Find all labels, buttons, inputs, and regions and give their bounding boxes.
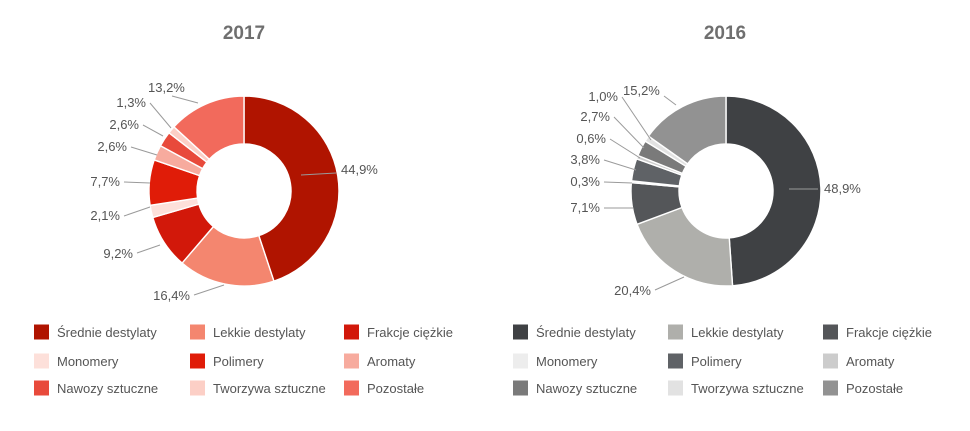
legend-item-monomery: Monomery xyxy=(513,353,598,369)
legend-item-nawozy-sztuczne: Nawozy sztuczne xyxy=(34,380,158,396)
legend-label: Lekkie destylaty xyxy=(691,325,784,340)
data-label-monomery: 0,3% xyxy=(570,174,600,189)
legend-label: Polimery xyxy=(691,354,742,369)
legend-item-polimery: Polimery xyxy=(668,353,742,369)
leader-line xyxy=(603,181,633,184)
legend-swatch xyxy=(190,380,205,396)
legend-item-aromaty: Aromaty xyxy=(823,353,895,369)
legend-swatch xyxy=(513,353,528,369)
legend-swatch xyxy=(344,380,359,396)
leader-line xyxy=(136,244,161,254)
data-label-srednie-destylaty: 44,9% xyxy=(341,162,378,177)
leader-line xyxy=(142,124,164,137)
data-label-nawozy-sztuczne: 2,7% xyxy=(580,109,610,124)
legend-label: Średnie destylaty xyxy=(57,325,157,340)
legend-item-aromaty: Aromaty xyxy=(344,353,416,369)
legend-item-nawozy-sztuczne: Nawozy sztuczne xyxy=(513,380,637,396)
legend-swatch xyxy=(190,353,205,369)
chart-title-2017: 2017 xyxy=(223,23,265,44)
legend-swatch xyxy=(190,324,205,340)
data-label-lekkie-destylaty: 20,4% xyxy=(614,283,651,298)
data-label-frakcje-ciezkie: 7,1% xyxy=(570,200,600,215)
data-label-lekkie-destylaty: 16,4% xyxy=(153,288,190,303)
legend-label: Polimery xyxy=(213,354,264,369)
legend-item-frakcje-ciezkie: Frakcje ciężkie xyxy=(823,324,932,340)
legend-swatch xyxy=(344,324,359,340)
data-label-polimery: 3,8% xyxy=(570,152,600,167)
leader-line xyxy=(300,172,337,176)
legend-swatch xyxy=(34,324,49,340)
legend-label: Pozostałe xyxy=(846,381,903,396)
chart-title-2016: 2016 xyxy=(704,23,746,44)
donut-slice-pozostale xyxy=(647,95,727,165)
donut-chart-2016: 48,9% 20,4% 7,1% 0,3% 3,8% 0,6% 2,7% 1,0% 15,2% Ś… xyxy=(513,83,932,396)
legend-label: Monomery xyxy=(57,354,119,369)
data-label-pozostale: 15,2% xyxy=(623,83,660,98)
legend-label: Tworzywa sztuczne xyxy=(213,381,326,396)
legend-swatch xyxy=(668,324,683,340)
legend-label: Nawozy sztuczne xyxy=(57,381,158,396)
data-label-polimery: 7,7% xyxy=(90,174,120,189)
legend-label: Lekkie destylaty xyxy=(213,325,306,340)
legend-swatch xyxy=(34,380,49,396)
legend-label: Frakcje ciężkie xyxy=(846,325,932,340)
legend-label: Aromaty xyxy=(367,354,416,369)
data-label-monomery: 2,1% xyxy=(90,208,120,223)
legend-label: Frakcje ciężkie xyxy=(367,325,453,340)
legend-swatch xyxy=(513,324,528,340)
leader-line xyxy=(654,276,685,291)
leader-line xyxy=(171,95,199,104)
legend-swatch xyxy=(823,324,838,340)
legend-item-tworzywa-sztuczne: Tworzywa sztuczne xyxy=(668,380,804,396)
legend-item-pozostale: Pozostałe xyxy=(344,380,424,396)
legend-label: Średnie destylaty xyxy=(536,325,636,340)
data-label-nawozy-sztuczne: 2,6% xyxy=(109,117,139,132)
legend-label: Tworzywa sztuczne xyxy=(691,381,804,396)
donut-slice-srednie-destylaty xyxy=(243,95,340,283)
legend-item-tworzywa-sztuczne: Tworzywa sztuczne xyxy=(190,380,326,396)
leader-line xyxy=(193,284,225,296)
leader-line xyxy=(613,116,645,149)
data-label-srednie-destylaty: 48,9% xyxy=(824,181,861,196)
leader-line xyxy=(149,102,172,129)
leader-line xyxy=(130,146,158,156)
legend-label: Aromaty xyxy=(846,354,895,369)
legend-swatch xyxy=(344,353,359,369)
legend-label: Nawozy sztuczne xyxy=(536,381,637,396)
legend-swatch xyxy=(668,353,683,369)
leader-line xyxy=(603,159,637,171)
legend-item-polimery: Polimery xyxy=(190,353,264,369)
donut-slice-srednie-destylaty xyxy=(725,95,822,287)
legend-swatch xyxy=(513,380,528,396)
legend-item-pozostale: Pozostałe xyxy=(823,380,903,396)
donut-slice-pozostale xyxy=(172,95,245,161)
legend-label: Pozostałe xyxy=(367,381,424,396)
legend-swatch xyxy=(823,380,838,396)
legend-item-frakcje-ciezkie: Frakcje ciężkie xyxy=(344,324,453,340)
leader-line xyxy=(123,181,151,184)
legend-item-srednie-destylaty: Średnie destylaty xyxy=(513,324,636,340)
data-label-tworzywa-sztuczne: 1,3% xyxy=(116,95,146,110)
legend-label: Monomery xyxy=(536,354,598,369)
leader-line xyxy=(123,206,151,217)
leader-line xyxy=(621,96,652,141)
legend-item-srednie-destylaty: Średnie destylaty xyxy=(34,324,157,340)
legend-swatch xyxy=(34,353,49,369)
data-label-aromaty: 2,6% xyxy=(97,139,127,154)
legend-item-monomery: Monomery xyxy=(34,353,119,369)
legend-swatch xyxy=(823,353,838,369)
legend-item-lekkie-destylaty: Lekkie destylaty xyxy=(190,324,306,340)
donut-chart-2017: 44,9% 16,4% 9,2% 2,1% 7,7% 2,6% 2,6% 1,3%13,2% Ś… xyxy=(34,80,453,396)
data-label-pozostale: 13,2% xyxy=(148,80,185,95)
leader-line xyxy=(663,95,677,106)
data-label-aromaty: 0,6% xyxy=(576,131,606,146)
data-label-frakcje-ciezkie: 9,2% xyxy=(103,246,133,261)
leader-line xyxy=(609,138,641,159)
legend-swatch xyxy=(668,380,683,396)
legend-item-lekkie-destylaty: Lekkie destylaty xyxy=(668,324,784,340)
data-label-tworzywa-sztuczne: 1,0% xyxy=(588,89,618,104)
